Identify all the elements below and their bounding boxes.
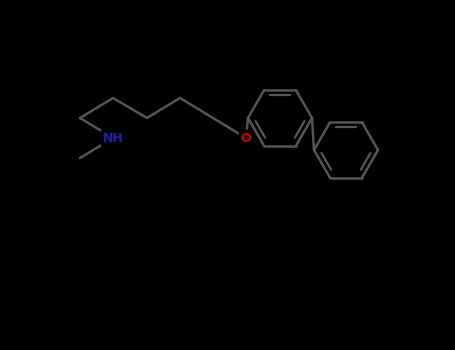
Text: NH: NH bbox=[103, 132, 123, 145]
Text: O: O bbox=[241, 132, 251, 145]
